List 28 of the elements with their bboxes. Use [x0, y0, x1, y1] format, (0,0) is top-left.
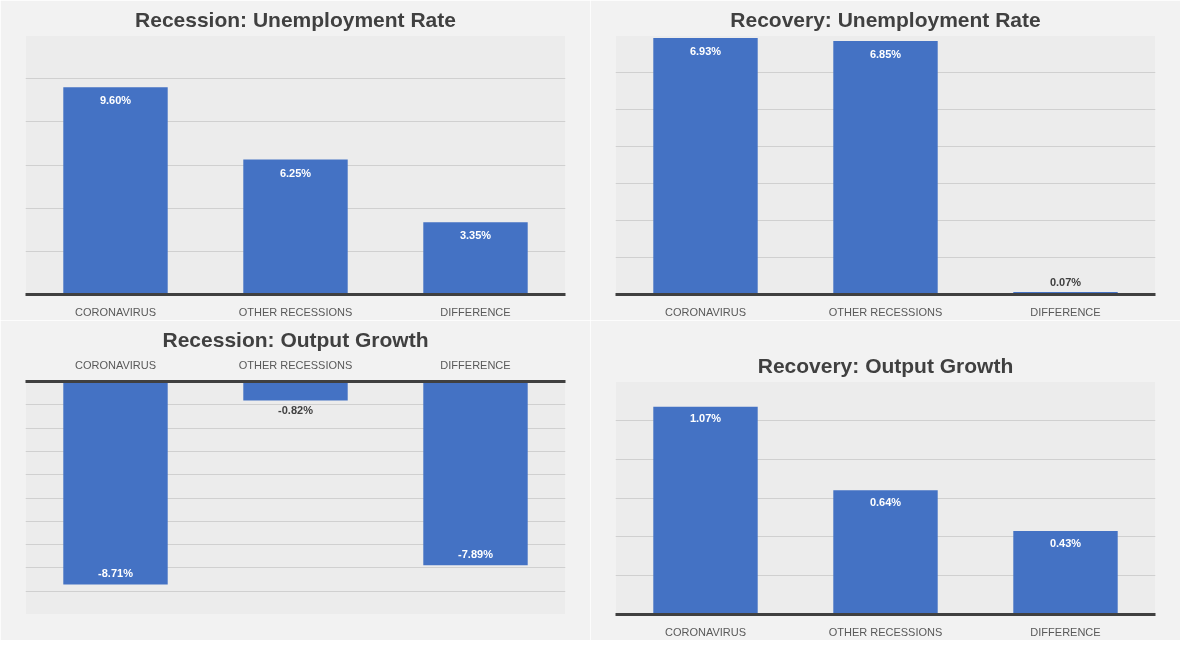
- data-label: 6.25%: [279, 166, 312, 179]
- x-tick-label: OTHER RECESSIONS: [238, 305, 353, 318]
- x-tick-label: CORONAVIRUS: [664, 305, 747, 318]
- chart-title: Recovery: Unemployment Rate: [730, 7, 1041, 31]
- x-tick-label: CORONAVIRUS: [664, 625, 747, 638]
- x-tick-label: CORONAVIRUS: [74, 305, 157, 318]
- data-label: -7.89%: [458, 547, 494, 560]
- x-tick-label: OTHER RECESSIONS: [828, 625, 943, 638]
- chart-title: Recovery: Output Growth: [757, 353, 1014, 377]
- data-label: 1.07%: [689, 412, 722, 425]
- data-label: 0.07%: [1049, 276, 1082, 289]
- x-tick-label: DIFFERENCE: [1030, 625, 1101, 638]
- data-label: 0.64%: [869, 495, 902, 508]
- data-label: -0.82%: [278, 404, 314, 417]
- chart-title: Recession: Unemployment Rate: [135, 7, 456, 31]
- data-label: 0.43%: [1049, 536, 1082, 549]
- chart-title: Recession: Output Growth: [162, 327, 429, 351]
- data-label: 6.93%: [689, 45, 722, 58]
- data-label: 3.35%: [459, 229, 492, 242]
- data-label: -8.71%: [98, 566, 134, 579]
- x-tick-label: DIFFERENCE: [1030, 305, 1101, 318]
- data-label: 6.85%: [869, 48, 902, 60]
- x-tick-label: CORONAVIRUS: [74, 358, 157, 371]
- x-tick-label: DIFFERENCE: [440, 305, 511, 318]
- x-tick-label: DIFFERENCE: [440, 358, 511, 371]
- data-label: 9.60%: [99, 94, 132, 107]
- x-tick-label: OTHER RECESSIONS: [238, 358, 353, 371]
- x-tick-label: OTHER RECESSIONS: [828, 305, 943, 318]
